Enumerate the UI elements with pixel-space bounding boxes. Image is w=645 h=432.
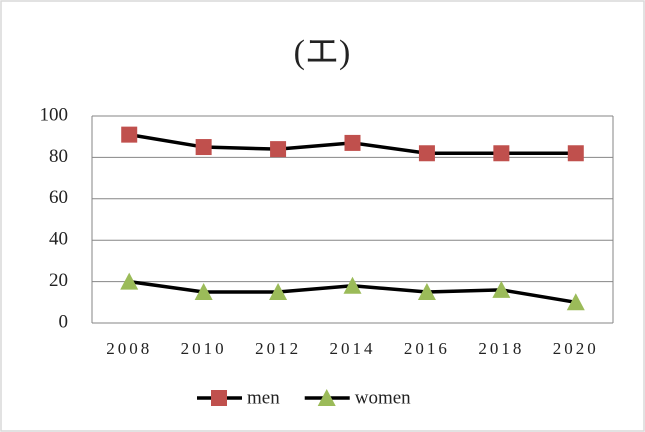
legend-marker	[211, 390, 227, 406]
y-tick-label: 60	[49, 187, 68, 208]
marker	[344, 134, 361, 151]
marker	[120, 272, 139, 290]
x-tick-label: 2012	[255, 339, 301, 358]
legend-label: men	[247, 387, 280, 408]
marker	[121, 126, 138, 143]
x-tick-label: 2020	[553, 339, 599, 358]
marker	[195, 139, 212, 156]
marker	[566, 293, 585, 311]
x-tick-label: 2016	[404, 339, 450, 358]
legend-label: women	[355, 387, 411, 408]
marker	[492, 280, 511, 298]
y-tick-label: 40	[49, 229, 68, 250]
x-tick-label: 2010	[181, 339, 227, 358]
marker	[269, 282, 288, 300]
y-tick-label: 0	[59, 311, 69, 332]
y-tick-label: 80	[49, 146, 68, 167]
marker	[567, 145, 584, 162]
marker	[194, 282, 213, 300]
marker	[343, 276, 362, 294]
marker	[270, 141, 287, 158]
x-tick-label: 2008	[106, 339, 152, 358]
marker	[493, 145, 510, 162]
marker	[418, 145, 435, 162]
x-tick-label: 2014	[330, 339, 376, 358]
y-tick-label: 100	[40, 104, 69, 125]
chart-title: (エ)	[294, 34, 351, 71]
y-tick-label: 20	[49, 270, 68, 291]
x-tick-label: 2018	[478, 339, 524, 358]
marker	[417, 282, 436, 300]
legend-marker	[317, 389, 336, 406]
